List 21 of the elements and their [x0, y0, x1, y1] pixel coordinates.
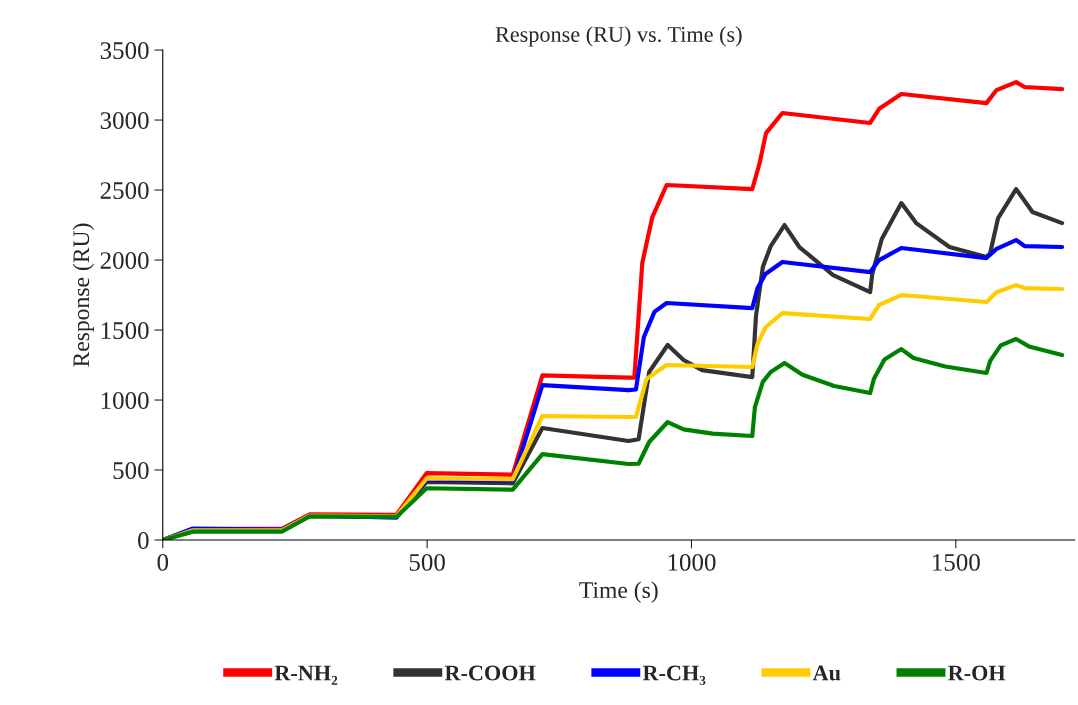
legend-label: R-CH₃	[642, 665, 706, 685]
legend-label: R-COOH	[444, 665, 536, 681]
y-tick-label: 0	[138, 532, 149, 549]
y-tick-label: 3500	[100, 42, 149, 59]
x-tick-label: 1000	[668, 553, 716, 571]
y-tick-label: 500	[113, 462, 149, 479]
x-tick-label: 500	[409, 553, 445, 571]
legend-label: Au	[812, 665, 841, 681]
y-tick-label: 3000	[100, 112, 149, 129]
chart-title: Response (RU) vs. Time (s)	[495, 26, 742, 47]
y-tick-label: 1000	[101, 392, 149, 409]
x-tick-label: 1500	[933, 553, 980, 571]
y-tick-label: 2500	[100, 182, 149, 199]
y-axis-title: Response (RU)	[72, 223, 95, 367]
y-tick-label: 1500	[101, 322, 149, 339]
x-axis-title: Time (s)	[579, 581, 658, 603]
legend-label: R-OH	[948, 665, 1006, 681]
y-tick-label: 2000	[100, 252, 149, 269]
line-series	[162, 336, 1065, 541]
legend-label: R-NH₂	[274, 665, 338, 685]
x-tick-label: 0	[157, 553, 169, 571]
